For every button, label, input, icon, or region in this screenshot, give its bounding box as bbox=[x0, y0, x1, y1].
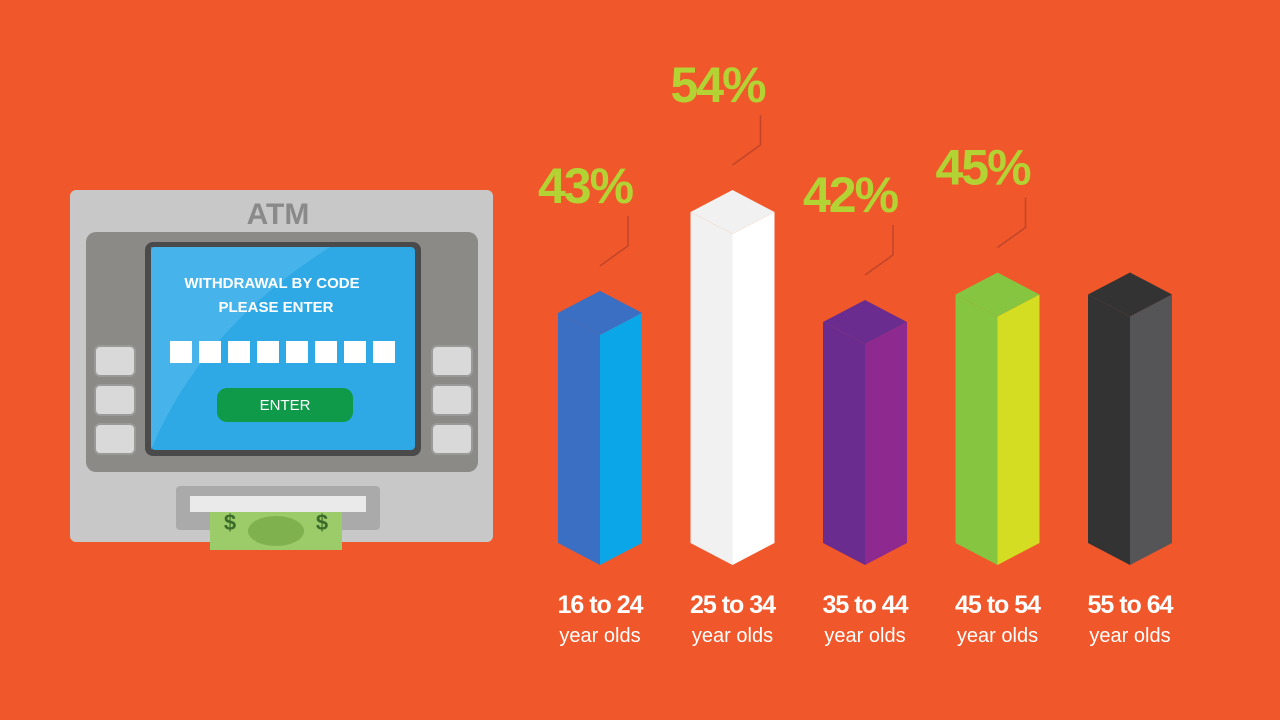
bar-top-face bbox=[690, 190, 775, 234]
bar-top-face bbox=[558, 290, 642, 335]
screen-text: WITHDRAWAL BY CODE bbox=[184, 275, 359, 292]
atm: ATM WITHDRAWAL BY CODE PLEASE ENTER ENTE… bbox=[70, 190, 493, 550]
leader-line bbox=[732, 115, 762, 166]
leader-line bbox=[864, 225, 894, 276]
value-label: 45% bbox=[935, 140, 1031, 196]
bill-symbol: $ bbox=[224, 510, 236, 535]
bar-right-face bbox=[732, 212, 775, 565]
bar-right-face bbox=[865, 322, 907, 565]
category-label: 55 to 64 bbox=[1087, 591, 1173, 619]
bar-left-face bbox=[955, 294, 998, 565]
bar-right-face bbox=[1130, 294, 1172, 565]
bar-top-face bbox=[955, 272, 1040, 317]
bar-chart: 43% 16 to 24 year olds 54% 25 to 34 year olds… bbox=[538, 57, 1175, 647]
category-sublabel: year olds bbox=[824, 625, 905, 647]
category-sublabel: year olds bbox=[957, 625, 1038, 647]
category-sublabel: year olds bbox=[692, 625, 773, 647]
enter-label: ENTER bbox=[260, 397, 311, 414]
category-sublabel: year olds bbox=[559, 625, 640, 647]
category-label: 16 to 24 bbox=[557, 591, 643, 619]
bar-top-face bbox=[823, 300, 907, 344]
bar-right-face bbox=[997, 294, 1040, 565]
bar-left-face bbox=[558, 312, 600, 565]
bill-symbol: $ bbox=[316, 510, 328, 535]
enter-button[interactable] bbox=[217, 388, 353, 422]
bar-right-face bbox=[600, 312, 642, 565]
category-sublabel: year olds bbox=[1089, 625, 1170, 647]
atm-label: ATM bbox=[247, 198, 310, 231]
bar-left-face bbox=[1088, 294, 1130, 565]
value-label: 43% bbox=[538, 158, 634, 214]
category-label: 45 to 54 bbox=[955, 591, 1041, 619]
value-label: 54% bbox=[670, 57, 766, 113]
value-label: 42% bbox=[803, 167, 899, 223]
leader-line bbox=[997, 197, 1027, 249]
category-label: 25 to 34 bbox=[690, 591, 776, 619]
screen-text: PLEASE ENTER bbox=[218, 299, 333, 316]
bar-left-face bbox=[690, 212, 733, 565]
category-label: 35 to 44 bbox=[822, 591, 908, 619]
bar-top-face bbox=[1088, 272, 1172, 317]
bar-left-face bbox=[823, 322, 865, 565]
leader-line bbox=[599, 215, 629, 267]
